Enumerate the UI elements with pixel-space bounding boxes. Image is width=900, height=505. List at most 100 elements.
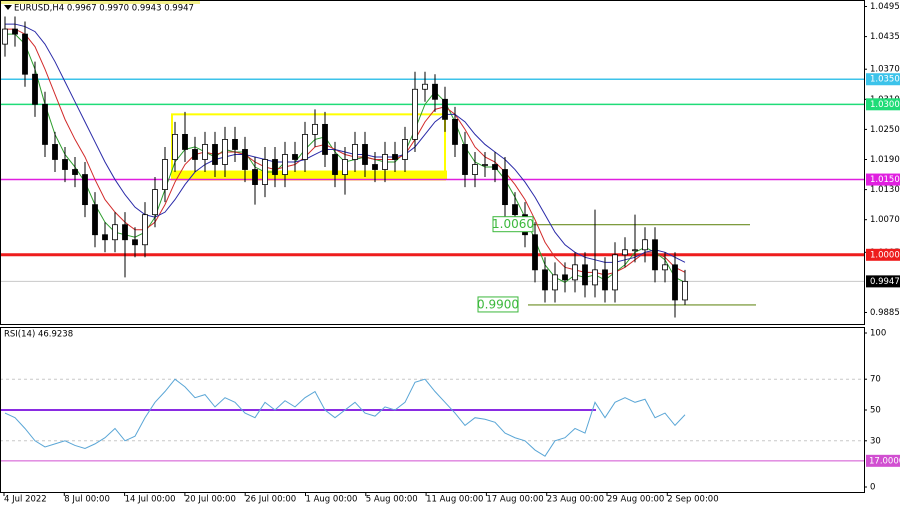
candle-body (222, 139, 228, 165)
candle-body (92, 204, 98, 236)
candle-body (372, 164, 378, 170)
x-tick-label: 8 Jul 00:00 (64, 495, 110, 505)
candle-body (452, 118, 458, 145)
candle-body (602, 269, 608, 291)
candle-body (232, 139, 238, 150)
candle-body (52, 144, 58, 160)
candle-body (632, 249, 638, 252)
candle-body (142, 214, 148, 246)
candle-body (342, 159, 348, 175)
x-tick-label: 14 Jul 00:00 (125, 495, 176, 505)
candle-body (332, 154, 338, 175)
x-tick-label: 2 Sep 00:00 (667, 495, 718, 505)
rsi-level-label: 17.0000 (869, 456, 900, 466)
level-label: 1.0350 (870, 75, 900, 85)
candle-body (72, 169, 78, 175)
x-tick-label: 17 Aug 00:00 (486, 495, 543, 505)
candle-body (462, 144, 468, 175)
candle-body (122, 224, 128, 241)
candle-body (542, 269, 548, 291)
candle-body (582, 264, 588, 286)
candle-body (562, 274, 568, 281)
candle-body (472, 164, 478, 175)
candle-body (652, 239, 658, 271)
candle-body (112, 224, 118, 241)
candle-body (292, 154, 298, 160)
candle-body (672, 264, 678, 301)
candle-body (12, 28, 18, 35)
candle-body (132, 239, 138, 246)
candle-body (422, 83, 428, 90)
x-tick-label: 29 Aug 00:00 (607, 495, 664, 505)
last-price-box (866, 275, 900, 288)
candle-body (2, 28, 8, 45)
rsi-tick-label: 30 (870, 436, 881, 446)
candle-body (362, 144, 368, 165)
candle-body (242, 149, 248, 170)
x-tick-label: 1 Aug 00:00 (306, 495, 358, 505)
candle-body (442, 98, 448, 120)
y-tick-label: 1.0130 (870, 185, 900, 195)
candle-body (662, 264, 668, 271)
rsi-level-box (866, 454, 900, 467)
y-tick-label: 1.0070 (870, 215, 900, 225)
price-panel (0, 6, 867, 318)
candle-body (482, 164, 488, 166)
x-tick-label: 23 Aug 00:00 (547, 495, 604, 505)
candle-body (622, 249, 628, 256)
sr-label: 0.9900 (477, 297, 519, 311)
candle-body (532, 234, 538, 271)
rsi-tick-label: 0 (870, 483, 875, 493)
y-tick-label: 1.0435 (870, 32, 900, 42)
dropdown-icon (4, 5, 12, 10)
candle-body (272, 159, 278, 175)
candle-body (152, 189, 158, 216)
rsi-panel (0, 332, 867, 488)
level-label-box (866, 98, 900, 111)
candle-body (62, 159, 68, 170)
rsi-tick-label: 100 (870, 329, 886, 339)
candle-body (592, 269, 598, 286)
candle-body (312, 123, 318, 135)
level-label: 1.0000 (870, 250, 900, 260)
level-label: 1.0150 (870, 175, 900, 185)
sr-label: 1.0060 (492, 217, 534, 231)
candle-body (172, 134, 178, 160)
overlay: 1.04951.04351.03701.03101.02501.01901.01… (3, 2, 900, 505)
level-label-box (866, 173, 900, 186)
candle-body (492, 164, 498, 170)
x-tick-label: 5 Aug 00:00 (366, 495, 418, 505)
candle-body (642, 239, 648, 251)
candle-body (32, 73, 38, 105)
candle-body (202, 144, 208, 160)
level-label-box (866, 73, 900, 86)
top-marker (0, 0, 200, 4)
x-tick-label: 26 Jul 00:00 (245, 495, 296, 505)
candle-body (612, 254, 618, 291)
candle-body (382, 154, 388, 170)
level-label-box (866, 248, 900, 261)
sr-label-box (477, 296, 519, 313)
y-tick-label: 1.0370 (870, 65, 900, 75)
rsi-tick-label: 50 (870, 406, 881, 416)
x-tick-label: 20 Jul 00:00 (185, 495, 236, 505)
candle-body (282, 154, 288, 175)
candle-body (512, 204, 518, 216)
candle-body (192, 149, 198, 160)
last-price-label: 0.9947 (870, 277, 900, 287)
y-tick-label: 0.9885 (870, 308, 900, 318)
candle-body (42, 103, 48, 145)
zone-fill (172, 170, 447, 180)
rsi-title: RSI(14) 46.9238 (4, 330, 73, 340)
candle-body (302, 134, 308, 160)
price-frame (0, 0, 865, 325)
rsi-line (4, 378, 686, 457)
candle-body (502, 169, 508, 206)
candle-body (22, 33, 28, 75)
sr-label-box (492, 216, 534, 233)
rsi-frame (0, 327, 865, 493)
candle-body (182, 134, 188, 150)
